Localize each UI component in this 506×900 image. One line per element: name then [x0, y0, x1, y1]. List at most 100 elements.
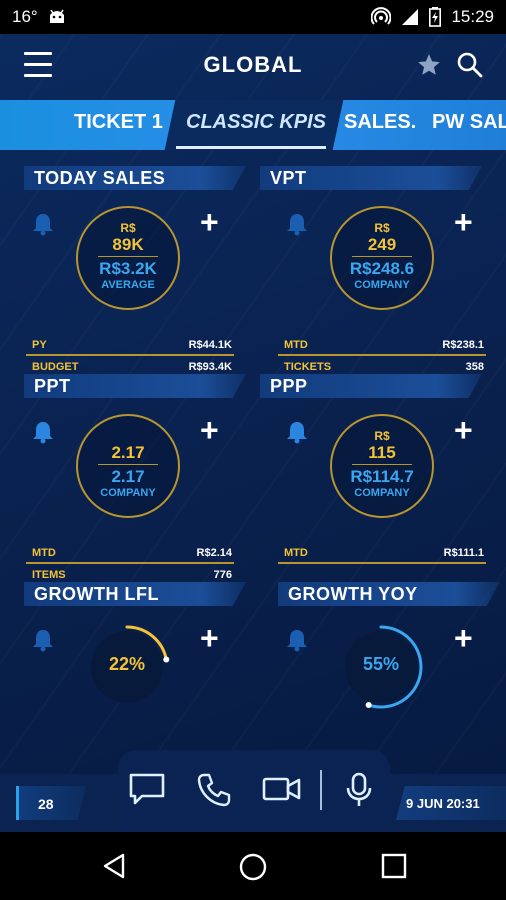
kpi-row-key: TICKETS: [284, 361, 332, 373]
kpi-secondary-label: AVERAGE: [101, 279, 155, 291]
kpi-row-value: 776: [213, 569, 232, 581]
tab-classic-kpis[interactable]: CLASSIC KPIS: [186, 111, 327, 133]
kpi-secondary-value: R$3.2K: [99, 259, 157, 278]
kpi-dial: R$ 115 R$114.7 COMPANY: [330, 414, 434, 518]
home-icon[interactable]: [238, 852, 268, 887]
tab-bar: TICKET 1 CLASSIC KPIS SALES. PW SAL: [0, 100, 506, 150]
divider: [278, 354, 486, 356]
tile-header: [24, 582, 246, 606]
kpi-row-value: R$44.1K: [188, 339, 232, 351]
tab-sales[interactable]: SALES.: [344, 111, 417, 133]
kpi-row-value: R$111.1: [443, 547, 484, 559]
tile-growth-lfl[interactable]: GROWTH LFL 22% +: [24, 582, 246, 722]
count-badge[interactable]: [16, 786, 86, 820]
status-bar-left: 16°: [12, 7, 66, 27]
kpi-row: MTD R$2.14: [32, 547, 232, 559]
bell-icon[interactable]: [286, 420, 308, 449]
tile-ppt[interactable]: PPT 2.17 2.17 COMPANY + MTD R$2.14 ITEMS…: [24, 374, 246, 581]
kpi-row-key: BUDGET: [32, 361, 79, 373]
add-icon[interactable]: +: [200, 204, 219, 240]
tile-title: PPT: [34, 376, 71, 396]
tile-header: [24, 166, 246, 190]
tile-title: TODAY SALES: [34, 168, 166, 188]
gauge-value: 55%: [362, 654, 400, 674]
dial-divider: [98, 256, 158, 257]
gauge-value: 22%: [108, 654, 146, 674]
tile-header: [24, 374, 246, 398]
add-icon[interactable]: +: [454, 204, 473, 240]
bell-icon[interactable]: [286, 628, 308, 657]
kpi-row: TICKETS 358: [284, 361, 484, 373]
count-text: 28: [38, 796, 54, 812]
kpi-row: MTD R$238.1: [284, 339, 484, 351]
status-bar: 16° 15:29: [0, 0, 506, 34]
kpi-row: ITEMS 776: [32, 569, 232, 581]
page-title: GLOBAL: [203, 52, 303, 77]
datetime-badge: [396, 786, 506, 820]
kpi-value: 249: [367, 235, 397, 254]
bell-icon[interactable]: [286, 212, 308, 241]
kpi-secondary-label: COMPANY: [354, 487, 410, 499]
currency-label: R$: [374, 221, 390, 235]
bell-icon[interactable]: [32, 212, 54, 241]
tab-pw-sales[interactable]: PW SAL: [432, 111, 506, 133]
gauge-end-dot: [163, 656, 170, 663]
back-icon[interactable]: [100, 852, 128, 885]
bell-icon[interactable]: [32, 628, 54, 657]
kpi-value: 89K: [112, 235, 144, 254]
menu-icon[interactable]: [24, 52, 52, 78]
kpi-row-value: R$238.1: [442, 339, 484, 351]
chat-icon[interactable]: [128, 772, 166, 811]
tile-vpt[interactable]: VPT R$ 249 R$248.6 COMPANY + MTD R$238.1…: [260, 166, 486, 373]
tile-header: [278, 582, 500, 606]
add-icon[interactable]: +: [200, 412, 219, 448]
kpi-dial: 2.17 2.17 COMPANY: [76, 414, 180, 518]
divider: [26, 562, 234, 564]
kpi-row: MTD R$111.1: [284, 547, 484, 559]
kpi-row: PY R$44.1K: [32, 339, 232, 351]
gauge-arc: [125, 625, 168, 662]
tile-growth-yoy[interactable]: GROWTH YOY 55% +: [278, 582, 500, 722]
recents-icon[interactable]: [380, 852, 408, 885]
phone-icon[interactable]: [196, 772, 232, 813]
star-icon[interactable]: [416, 52, 442, 83]
tile-title: VPT: [270, 168, 307, 188]
tile-header: [260, 374, 482, 398]
currency-label: R$: [120, 221, 136, 235]
kpi-row-key: MTD: [284, 339, 308, 351]
currency-label: R$: [374, 429, 390, 443]
kpi-row-key: MTD: [284, 547, 308, 559]
tile-title: GROWTH YOY: [288, 584, 418, 604]
add-icon[interactable]: +: [454, 620, 473, 656]
kpi-secondary-value: 2.17: [111, 467, 145, 486]
search-icon[interactable]: [456, 51, 484, 84]
clock-text: 15:29: [451, 7, 494, 26]
divider: [278, 562, 486, 564]
dial-divider: [352, 464, 412, 465]
kpi-row-key: PY: [32, 339, 47, 351]
action-separator: [320, 770, 322, 810]
kpi-row-value: R$93.4K: [188, 361, 232, 373]
dial-divider: [98, 464, 158, 465]
gauge-end-dot: [365, 702, 372, 709]
kpi-secondary-value: R$248.6: [349, 259, 415, 278]
add-icon[interactable]: +: [454, 412, 473, 448]
tile-ppp[interactable]: PPP R$ 115 R$114.7 COMPANY + MTD R$111.1: [260, 374, 486, 564]
kpi-dial: R$ 249 R$248.6 COMPANY: [330, 206, 434, 310]
microphone-icon[interactable]: [344, 772, 374, 813]
battery-icon: [429, 7, 442, 27]
add-icon[interactable]: +: [200, 620, 219, 656]
android-icon: [48, 9, 66, 25]
kpi-value: 115: [368, 443, 396, 462]
bell-icon[interactable]: [32, 420, 54, 449]
tab-ticket-1[interactable]: TICKET 1: [74, 111, 163, 133]
kpi-secondary-value: R$114.7: [350, 467, 414, 486]
growth-gauge: 55%: [338, 624, 424, 710]
video-icon[interactable]: [262, 772, 302, 811]
hotspot-icon: [371, 7, 392, 27]
tile-today-sales[interactable]: TODAY SALES R$ 89K R$3.2K AVERAGE + PY R…: [24, 166, 246, 373]
temperature-text: 16°: [12, 7, 38, 26]
gauge-background: [91, 631, 163, 703]
dial-divider: [352, 256, 412, 257]
system-nav-bar: [0, 832, 506, 900]
